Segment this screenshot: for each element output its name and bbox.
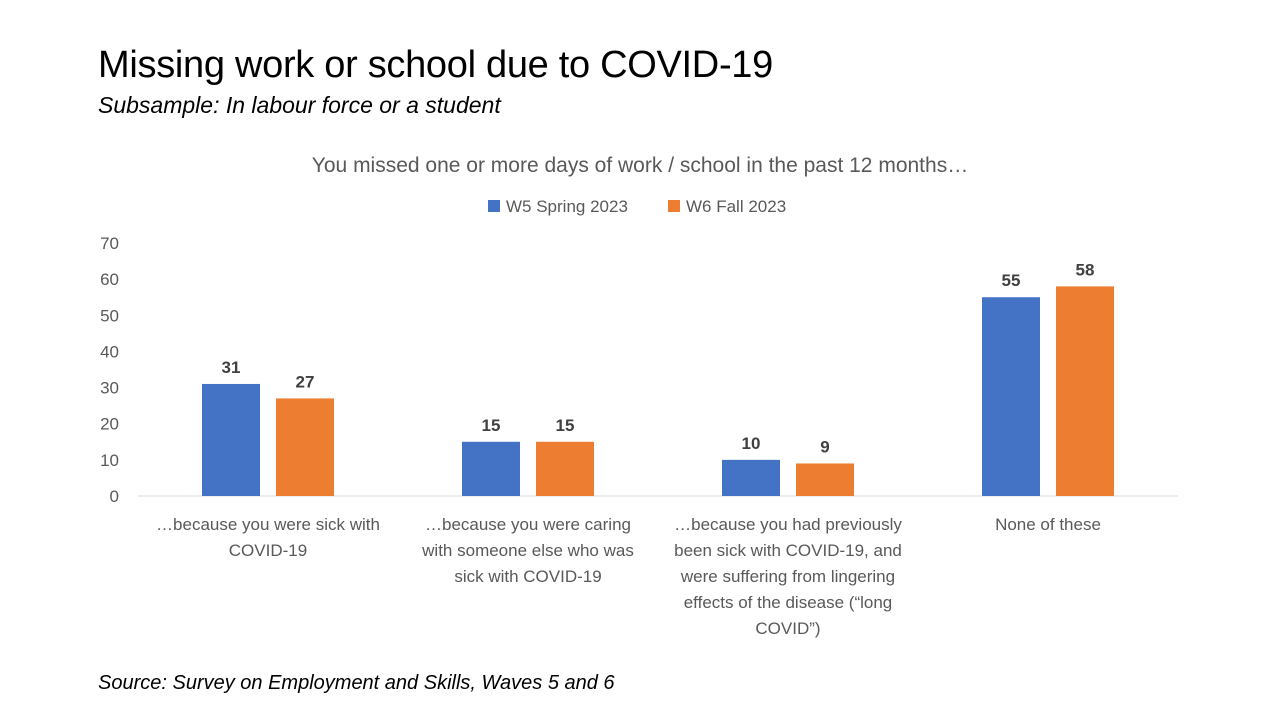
y-tick-label: 10 (100, 451, 119, 470)
legend-label-1: W5 Spring 2023 (506, 197, 628, 216)
data-label: 58 (1076, 260, 1095, 279)
y-tick-label: 70 (100, 234, 119, 253)
data-label: 31 (222, 358, 241, 377)
y-tick-label: 40 (100, 342, 119, 361)
x-category-label: COVID”) (755, 619, 820, 638)
x-category-label: sick with COVID-19 (454, 567, 601, 586)
bar-w5-3 (722, 459, 780, 496)
data-label: 55 (1002, 271, 1021, 290)
data-label: 9 (820, 437, 829, 456)
y-tick-label: 0 (110, 487, 119, 506)
y-tick-label: 50 (100, 306, 119, 325)
legend-label-2: W6 Fall 2023 (686, 197, 786, 216)
x-category-label: were suffering from lingering (680, 567, 895, 586)
data-label: 10 (742, 434, 761, 453)
slide-subtitle: Subsample: In labour force or a student (98, 92, 501, 118)
y-tick-label: 30 (100, 379, 119, 398)
x-category-label: …because you had previously (674, 515, 902, 534)
data-label: 15 (482, 416, 501, 435)
bar-w6-2 (536, 441, 594, 496)
bar-w5-4 (982, 297, 1040, 496)
x-category-label: …because you were caring (425, 515, 631, 534)
x-category-label: COVID-19 (229, 541, 307, 560)
x-category-label: been sick with COVID-19, and (674, 541, 902, 560)
bar-w6-1 (276, 398, 334, 496)
slide-title: Missing work or school due to COVID-19 (98, 44, 773, 86)
legend-swatch-2 (668, 200, 680, 212)
x-category-label: None of these (995, 515, 1101, 534)
bar-w5-2 (462, 441, 520, 496)
y-tick-label: 20 (100, 415, 119, 434)
bar-w5-1 (202, 383, 260, 496)
chart-title: You missed one or more days of work / sc… (312, 154, 968, 177)
x-category-label: with someone else who was (421, 541, 634, 560)
x-category-label: effects of the disease (“long (684, 593, 893, 612)
source-note: Source: Survey on Employment and Skills,… (98, 672, 615, 694)
legend-swatch-1 (488, 200, 500, 212)
bar-w6-4 (1056, 286, 1114, 496)
data-label: 15 (556, 416, 575, 435)
bar-w6-3 (796, 463, 854, 496)
data-label: 27 (296, 372, 315, 391)
x-category-label: …because you were sick with (156, 515, 380, 534)
y-tick-label: 60 (100, 270, 119, 289)
